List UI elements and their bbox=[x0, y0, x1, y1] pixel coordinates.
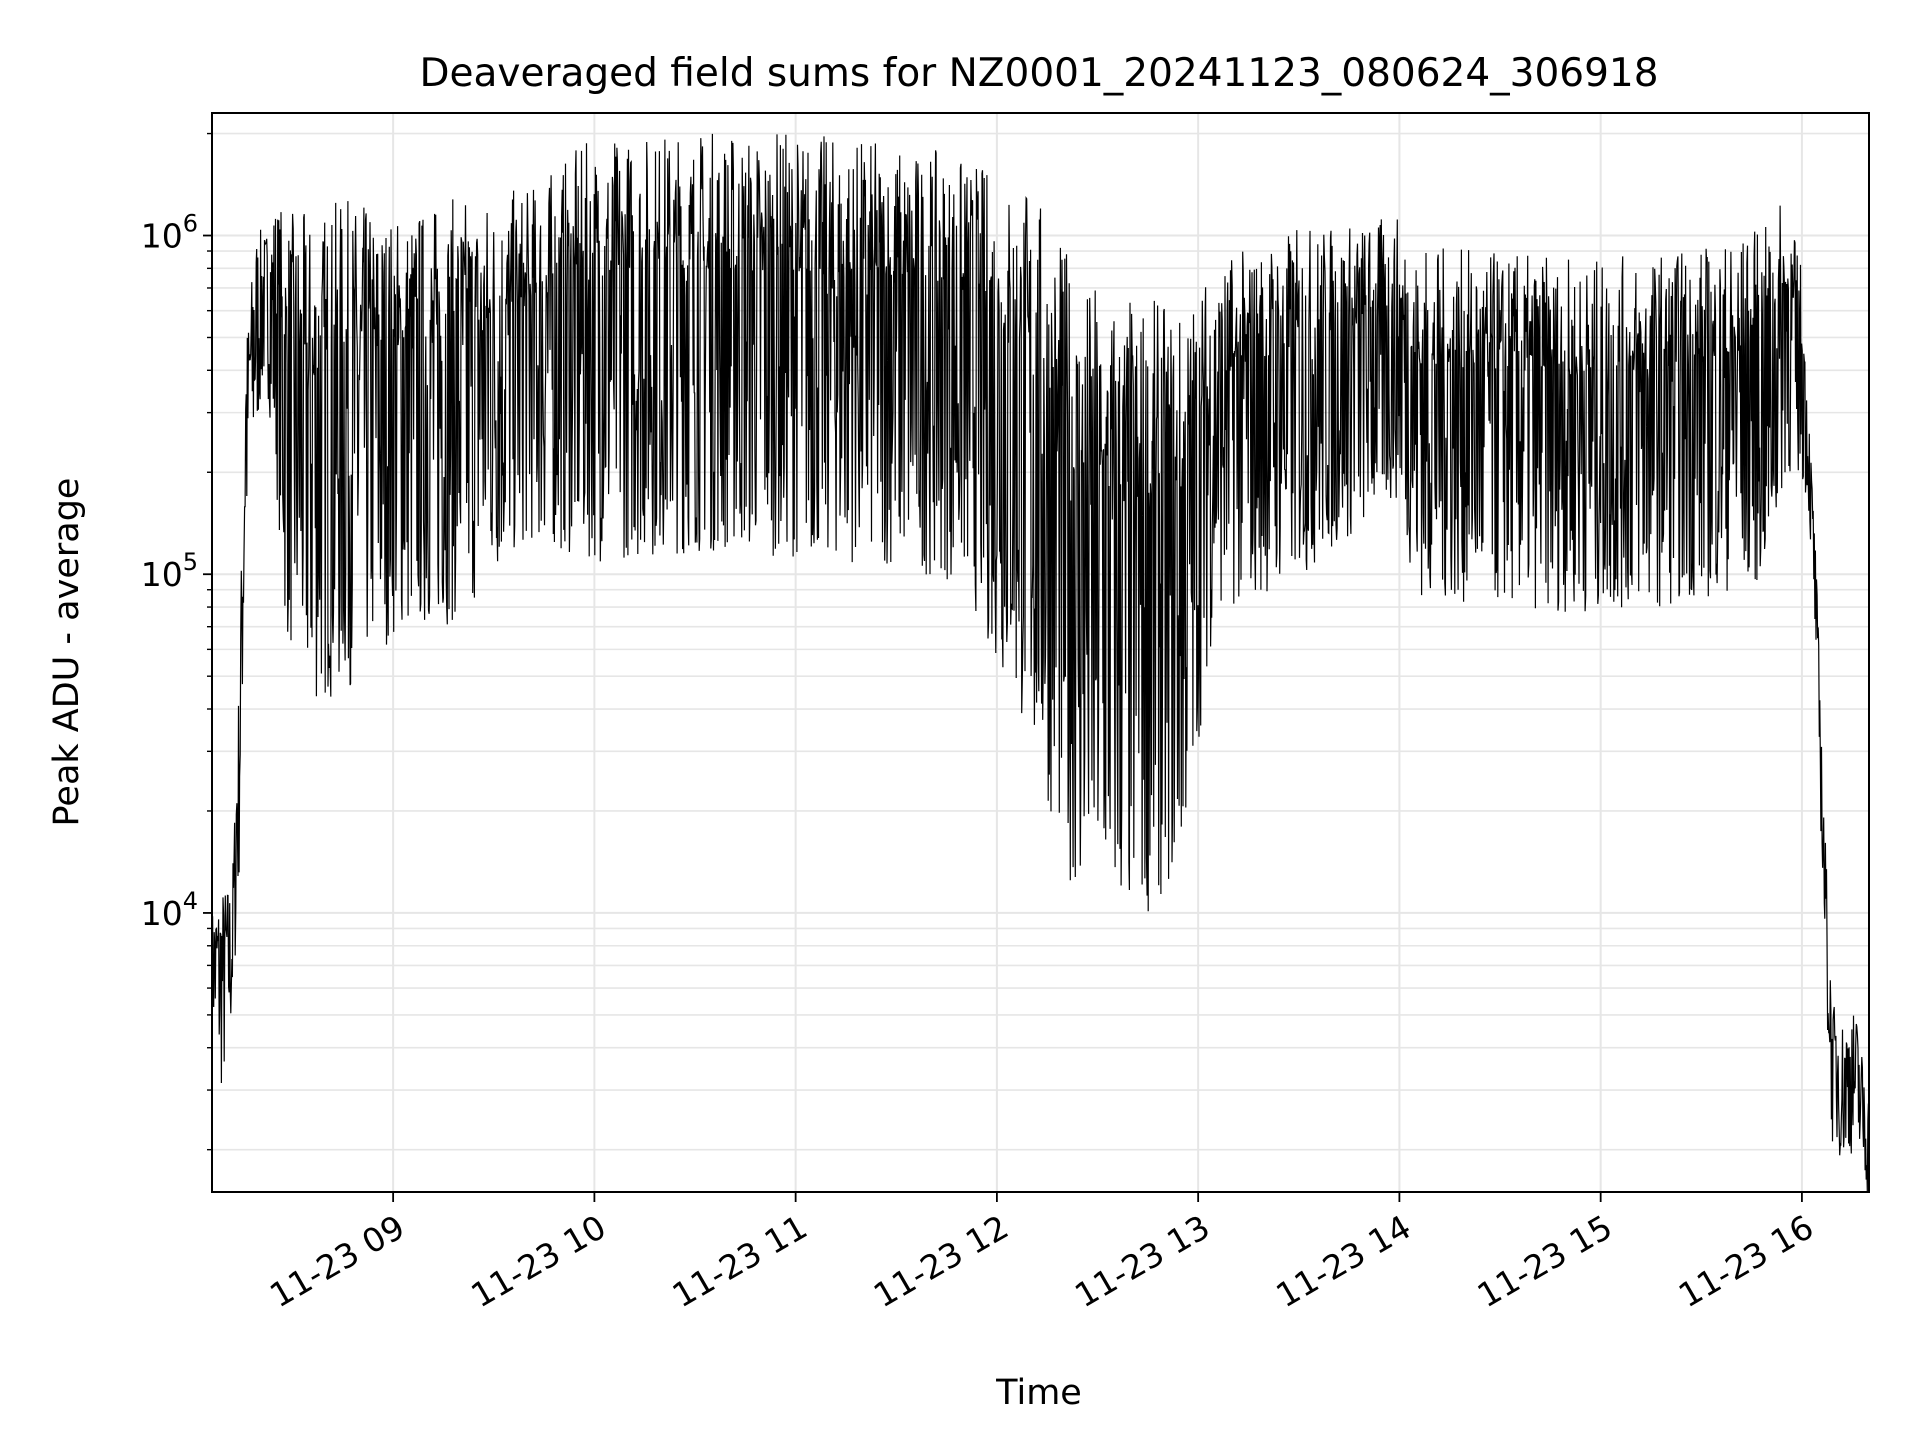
series-line bbox=[211, 133, 1870, 1192]
y-axis: 104 105 106 bbox=[141, 132, 212, 1151]
x-tick-label: 11-23 15 bbox=[1471, 1207, 1619, 1315]
x-tick-label: 11-23 11 bbox=[666, 1207, 814, 1315]
x-tick-label: 11-23 14 bbox=[1269, 1207, 1417, 1315]
x-axis-label: Time bbox=[995, 1373, 1082, 1413]
y-axis-label: Peak ADU - average bbox=[47, 478, 87, 827]
x-tick-label: 11-23 09 bbox=[263, 1207, 411, 1315]
x-tick-label: 11-23 12 bbox=[867, 1207, 1015, 1315]
y-tick-label: 104 bbox=[141, 887, 198, 933]
chart-title: Deaveraged field sums for NZ0001_2024112… bbox=[419, 51, 1658, 96]
series-path bbox=[211, 133, 1870, 1192]
y-tick-label: 105 bbox=[141, 548, 198, 594]
y-tick-label: 106 bbox=[141, 210, 198, 256]
x-axis: 11-23 09 11-23 10 11-23 11 11-23 12 11-23 13… bbox=[263, 1192, 1820, 1315]
x-tick-label: 11-23 13 bbox=[1068, 1207, 1216, 1315]
x-tick-label: 11-23 16 bbox=[1672, 1207, 1820, 1315]
x-tick-label: 11-23 10 bbox=[464, 1207, 612, 1315]
plot-frame bbox=[211, 112, 1870, 1193]
